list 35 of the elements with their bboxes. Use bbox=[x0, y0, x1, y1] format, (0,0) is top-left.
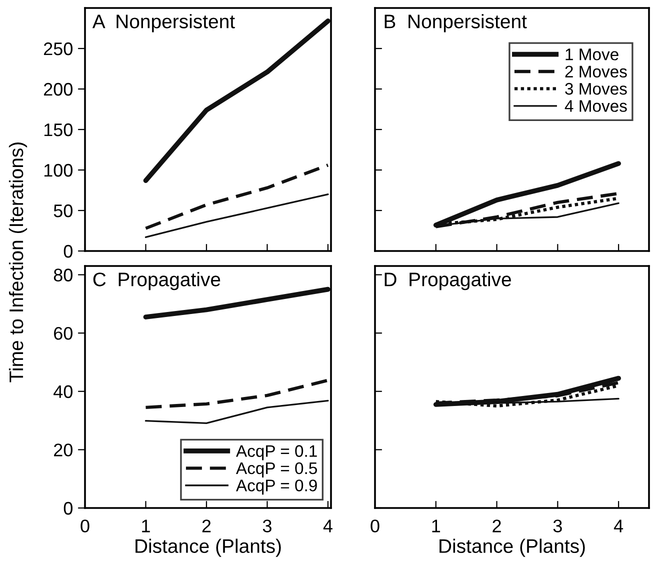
x-tick-label: 2 bbox=[492, 520, 501, 532]
legend-label: 1 Move bbox=[566, 48, 618, 60]
x-tick-label: 4 bbox=[614, 520, 624, 532]
legend-label: AcqP = 0.9 bbox=[236, 480, 317, 495]
y-tick-label: 40 bbox=[54, 385, 72, 398]
x-axis-title: Distance (Plants) bbox=[136, 538, 281, 557]
legend-label: 4 Moves bbox=[564, 100, 627, 112]
y-tick-label: 0 bbox=[64, 502, 72, 515]
chart-title: A Nonpersistent bbox=[92, 14, 235, 32]
y-tick-label: 20 bbox=[54, 444, 72, 456]
y-tick-label: 80 bbox=[54, 268, 72, 282]
legend-label: 2 Moves bbox=[565, 66, 627, 78]
y-tick-label: 250 bbox=[44, 42, 72, 56]
x-tick-label: 4 bbox=[323, 520, 332, 532]
y-tick-label: 60 bbox=[54, 326, 72, 340]
x-axis-title: Distance (Plants) bbox=[440, 538, 585, 557]
chart-title: C Propagative bbox=[93, 272, 220, 290]
y-tick-label: 100 bbox=[44, 164, 72, 177]
legend-label: AcqP = 0.5 bbox=[236, 462, 317, 478]
x-tick-label: 3 bbox=[262, 520, 272, 532]
x-tick-label: 1 bbox=[432, 520, 440, 532]
y-tick-label: 200 bbox=[44, 82, 72, 96]
x-tick-label: 2 bbox=[202, 520, 211, 532]
chart-title: B Nonpersistent bbox=[384, 14, 527, 32]
y-axis-title: Time to Infection (Iterations) bbox=[8, 142, 28, 382]
legend-label: AcqP = 0.1 bbox=[236, 445, 317, 460]
x-tick-label: 1 bbox=[142, 520, 150, 532]
x-tick-label: 0 bbox=[370, 520, 380, 532]
legend-label: 3 Moves bbox=[565, 82, 627, 95]
x-tick-label: 3 bbox=[553, 520, 562, 532]
y-tick-label: 150 bbox=[44, 123, 72, 136]
x-tick-label: 0 bbox=[80, 520, 90, 532]
y-tick-label: 50 bbox=[54, 204, 72, 218]
chart-title: D Propagative bbox=[384, 272, 511, 290]
y-tick-label: 0 bbox=[64, 244, 72, 258]
